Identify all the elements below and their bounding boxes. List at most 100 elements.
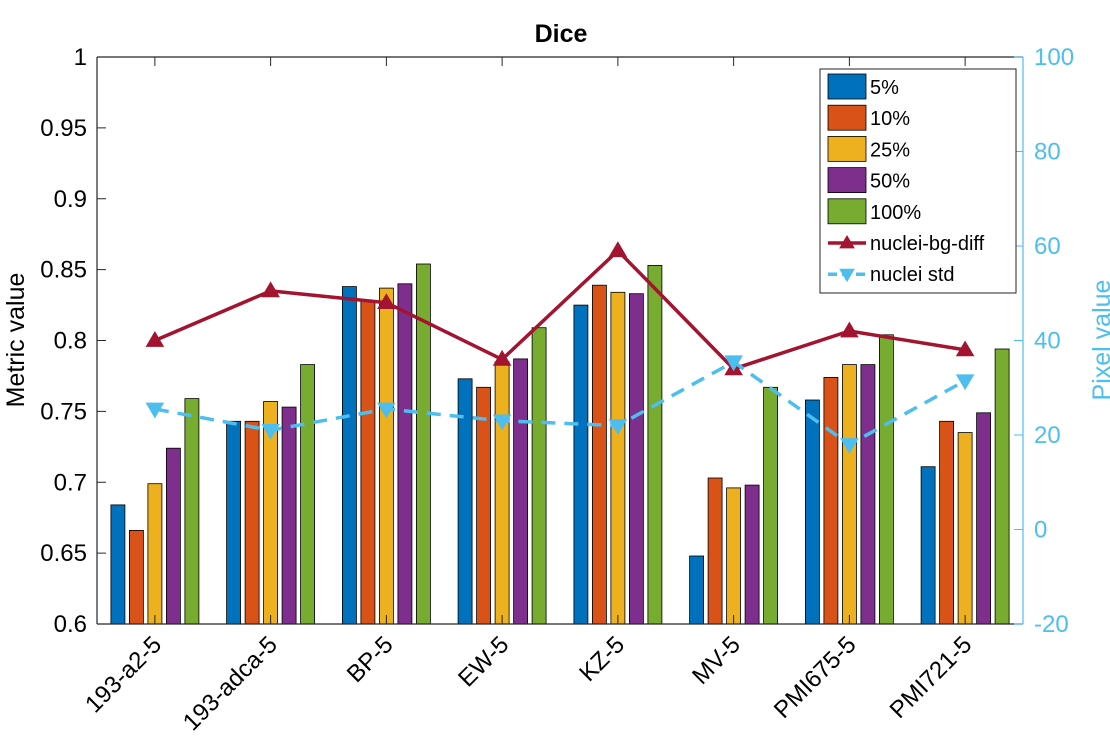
y-tick-label-left: 0.85	[40, 257, 87, 284]
bar-10pct-PMI675-5	[823, 376, 839, 625]
bar-100pct-193-adca-5	[300, 364, 316, 625]
bar-5pct-MV-5	[689, 555, 704, 625]
bar-50pct-BP-5	[397, 283, 413, 625]
bars-layer	[110, 263, 1010, 625]
y-tick-label-right: 20	[1034, 422, 1061, 449]
legend-marker-nuclei-std	[839, 268, 855, 283]
y-axis-label-right: Pixel value	[1088, 280, 1110, 401]
y-tick-label-right: 100	[1034, 44, 1074, 71]
legend-label: 10%	[870, 108, 910, 130]
series-line-nuclei-bg-diff	[154, 248, 966, 371]
legend-label: nuclei std	[870, 264, 955, 286]
x-tick-label: EW-5	[453, 631, 514, 692]
bar-10pct-193-a2-5	[128, 530, 144, 625]
bar-5pct-PMI675-5	[805, 399, 820, 625]
legend-swatch-5pct	[827, 73, 867, 100]
marker-nuclei-std-MV-5	[724, 355, 743, 372]
x-tick-label: BP-5	[342, 631, 399, 688]
bar-25pct-EW-5	[494, 361, 510, 625]
bar-10pct-PMI721-5	[939, 420, 954, 625]
bar-10pct-MV-5	[707, 477, 723, 625]
marker-nuclei-bg-diff-PMI721-5	[955, 340, 975, 357]
marker-nuclei-std-193-adca-5	[261, 423, 280, 440]
legend-label: 100%	[870, 202, 921, 224]
x-tick-label: PMI675-5	[769, 631, 862, 724]
y-tick-label-right: 60	[1034, 233, 1061, 260]
legend: 5% 10% 25% 50% 100% nuclei-bg-diff nuclei std	[819, 68, 1017, 294]
marker-nuclei-bg-diff-BP-5	[377, 293, 396, 310]
chart-title: Dice	[535, 20, 588, 48]
y-tick-label-left: 0.8	[54, 328, 87, 355]
marker-nuclei-std-PMI675-5	[840, 438, 859, 454]
legend-label: 50%	[870, 171, 910, 193]
bar-5pct-193-a2-5	[110, 504, 126, 625]
bar-25pct-KZ-5	[610, 291, 626, 625]
legend-items: 5% 10% 25% 50% 100% nuclei-bg-diff nuclei std	[827, 73, 985, 286]
marker-nuclei-bg-diff-PMI675-5	[840, 321, 859, 338]
bar-25pct-MV-5	[726, 487, 741, 625]
bar-100pct-PMI675-5	[879, 334, 894, 625]
legend-swatch-25pct	[827, 135, 867, 162]
bar-50pct-MV-5	[744, 484, 760, 625]
y-tick-label-right: 0	[1034, 517, 1047, 544]
bar-50pct-KZ-5	[629, 293, 644, 625]
y-tick-label-right: 80	[1034, 139, 1061, 166]
marker-nuclei-bg-diff-EW-5	[492, 349, 512, 366]
x-tick-label: 193-a2-5	[80, 631, 167, 718]
marker-nuclei-std-EW-5	[492, 414, 512, 431]
bar-5pct-KZ-5	[573, 304, 589, 625]
marker-nuclei-bg-diff-193-a2-5	[145, 331, 165, 347]
bar-25pct-PMI721-5	[957, 432, 973, 625]
bar-10pct-193-adca-5	[244, 420, 260, 625]
bar-50pct-PMI675-5	[860, 364, 876, 625]
y-tick-label-left: 0.7	[54, 469, 87, 496]
legend-label: 25%	[870, 139, 910, 161]
y-tick-label-left: 0.75	[40, 398, 87, 425]
marker-nuclei-std-BP-5	[377, 402, 396, 419]
legend-marker-nuclei-bg-diff	[839, 235, 855, 249]
x-tick-label: KZ-5	[574, 631, 630, 687]
marker-nuclei-std-193-a2-5	[145, 402, 165, 419]
x-tick-label: PMI721-5	[885, 631, 978, 724]
bar-25pct-BP-5	[378, 287, 394, 625]
bar-25pct-193-a2-5	[147, 483, 163, 625]
legend-swatch-10pct	[827, 104, 867, 131]
bar-100pct-KZ-5	[647, 264, 663, 625]
bar-10pct-KZ-5	[592, 284, 607, 625]
bar-10pct-BP-5	[360, 300, 376, 625]
x-tick-label: MV-5	[687, 631, 746, 690]
marker-nuclei-bg-diff-193-adca-5	[261, 281, 280, 298]
x-tick-label: 193-adca-5	[178, 631, 283, 736]
y-tick-label-left: 0.65	[40, 540, 87, 567]
y-tick-label-left: 0.9	[54, 186, 87, 213]
y-tick-label-right: -20	[1034, 611, 1069, 638]
bar-100pct-EW-5	[531, 327, 547, 625]
y-axis-label-left: Metric value	[2, 273, 30, 408]
bar-25pct-PMI675-5	[842, 364, 857, 625]
marker-nuclei-std-PMI721-5	[955, 374, 975, 391]
bar-100pct-193-a2-5	[184, 398, 200, 625]
marker-nuclei-std-KZ-5	[608, 419, 628, 436]
bar-5pct-PMI721-5	[920, 466, 936, 625]
legend-swatch-50pct	[827, 167, 867, 194]
marker-nuclei-bg-diff-KZ-5	[608, 241, 628, 258]
bar-100pct-MV-5	[763, 386, 778, 625]
legend-swatch-100pct	[827, 198, 867, 225]
bar-50pct-PMI721-5	[976, 412, 991, 625]
bar-100pct-PMI721-5	[994, 348, 1010, 625]
bar-10pct-EW-5	[476, 386, 492, 625]
legend-label: nuclei-bg-diff	[870, 233, 985, 255]
bar-50pct-EW-5	[513, 358, 528, 625]
legend-label: 5%	[870, 77, 899, 99]
bar-5pct-BP-5	[341, 286, 357, 625]
bar-50pct-193-a2-5	[165, 447, 181, 625]
bar-50pct-193-adca-5	[281, 406, 297, 625]
bar-5pct-193-adca-5	[226, 420, 242, 625]
lines-layer	[145, 241, 975, 454]
y-tick-label-left: 0.95	[40, 115, 87, 142]
y-tick-label-right: 40	[1034, 328, 1061, 355]
y-tick-label-left: 1	[74, 44, 87, 71]
y-tick-label-left: 0.6	[54, 611, 87, 638]
series-line-nuclei-std	[154, 360, 966, 447]
